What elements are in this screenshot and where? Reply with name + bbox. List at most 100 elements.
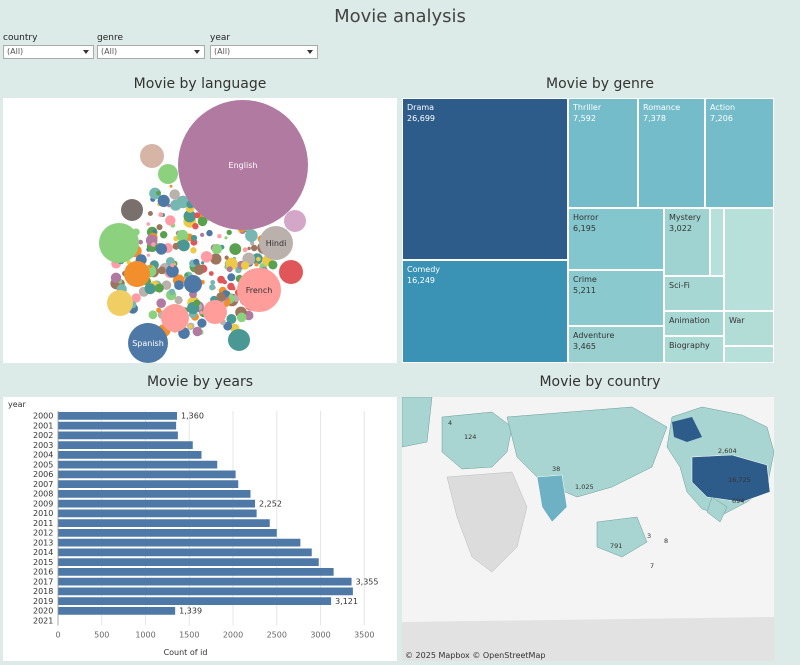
small-bubble[interactable] — [200, 251, 213, 263]
small-bubble[interactable] — [184, 216, 188, 220]
year-filter[interactable]: year (All) — [210, 33, 318, 59]
small-bubble[interactable] — [148, 264, 153, 268]
small-bubble[interactable] — [152, 229, 157, 234]
bubble-red[interactable] — [279, 260, 303, 284]
small-bubble[interactable] — [155, 243, 168, 255]
small-bubble[interactable] — [149, 187, 162, 200]
small-bubble[interactable] — [148, 310, 158, 320]
treemap-cell-other[interactable] — [710, 208, 724, 276]
small-bubble[interactable] — [168, 288, 176, 296]
genre-treemap[interactable]: Drama 26,699 Comedy 16,249 Thriller 7,592 Roma… — [402, 98, 774, 363]
small-bubble[interactable] — [156, 307, 162, 313]
small-bubble[interactable] — [268, 260, 278, 270]
treemap-cell-crime[interactable]: Crime 5,211 — [568, 270, 664, 326]
treemap-cell-mystery[interactable]: Mystery 3,022 — [664, 208, 710, 276]
small-bubble[interactable] — [211, 243, 222, 255]
small-bubble[interactable] — [226, 266, 233, 273]
bar-2009[interactable] — [58, 499, 256, 508]
small-bubble[interactable] — [169, 189, 180, 200]
treemap-cell-biography[interactable]: Biography — [664, 336, 724, 363]
small-bubble[interactable] — [200, 232, 205, 237]
small-bubble[interactable] — [224, 236, 228, 240]
bar-2018[interactable] — [58, 587, 353, 596]
country-filter[interactable]: country (All) — [3, 33, 94, 59]
genre-filter-select[interactable]: (All) — [97, 45, 205, 59]
small-bubble[interactable] — [254, 262, 259, 267]
small-bubble[interactable] — [188, 324, 193, 329]
small-bubble[interactable] — [192, 223, 199, 230]
year-filter-select[interactable]: (All) — [210, 45, 318, 59]
years-bar-chart[interactable]: 0 500 1000 1500 2000 2500 3000 3500 year 2000 1,36… — [3, 397, 397, 661]
small-bubble[interactable] — [208, 271, 214, 276]
small-bubble[interactable] — [256, 256, 261, 262]
bubble-spanish[interactable] — [128, 323, 168, 363]
bubble-orange[interactable] — [124, 261, 150, 287]
small-bubble[interactable] — [190, 234, 198, 242]
small-bubble[interactable] — [206, 229, 213, 237]
small-bubble[interactable] — [201, 261, 205, 265]
small-bubble[interactable] — [249, 241, 255, 246]
small-bubble[interactable] — [144, 283, 156, 295]
small-bubble[interactable] — [227, 273, 236, 282]
bar-2016[interactable] — [58, 568, 334, 576]
treemap-cell-horror[interactable]: Horror 6,195 — [568, 208, 664, 270]
scandinavia-shape[interactable] — [402, 397, 433, 448]
small-bubble[interactable] — [236, 312, 247, 323]
alaska-shape[interactable] — [672, 417, 702, 442]
bar-2008[interactable] — [58, 490, 251, 498]
treemap-cell-animation[interactable]: Animation — [664, 311, 724, 336]
bar-2000[interactable] — [58, 412, 177, 420]
small-bubble[interactable] — [226, 229, 232, 236]
usa-shape[interactable] — [691, 454, 771, 503]
treemap-cell-romance[interactable]: Romance 7,378 — [638, 98, 705, 208]
bubble-english[interactable] — [178, 100, 308, 230]
small-bubble[interactable] — [158, 212, 164, 218]
bar-2006[interactable] — [58, 470, 236, 479]
small-bubble[interactable] — [194, 212, 201, 219]
small-bubble[interactable] — [245, 229, 258, 242]
small-bubble[interactable] — [170, 199, 182, 211]
small-bubble[interactable] — [170, 263, 175, 268]
treemap-cell-scifi[interactable]: Sci-Fi — [664, 276, 724, 311]
small-bubble[interactable] — [199, 311, 204, 315]
small-bubble[interactable] — [174, 296, 183, 305]
small-bubble[interactable] — [193, 258, 200, 265]
small-bubble[interactable] — [157, 194, 170, 207]
small-bubble[interactable] — [224, 255, 229, 260]
small-bubble[interactable] — [138, 239, 144, 245]
small-bubble[interactable] — [193, 299, 201, 307]
bar-2005[interactable] — [58, 460, 218, 469]
small-bubble[interactable] — [210, 253, 222, 265]
small-bubble[interactable] — [131, 293, 141, 303]
india-shape[interactable] — [536, 474, 568, 523]
small-bubble[interactable] — [226, 314, 237, 324]
bubble-gray[interactable] — [121, 199, 143, 221]
asia-shape[interactable] — [506, 406, 668, 498]
small-bubble[interactable] — [156, 190, 161, 196]
small-bubble[interactable] — [222, 279, 227, 285]
small-bubble[interactable] — [242, 247, 248, 253]
small-bubble[interactable] — [193, 264, 205, 275]
small-bubble[interactable] — [165, 215, 176, 226]
treemap-cell-other[interactable] — [724, 208, 774, 311]
bubble-lilac[interactable] — [284, 210, 306, 232]
europe-shape[interactable] — [441, 411, 513, 470]
treemap-cell-drama[interactable]: Drama 26,699 — [402, 98, 568, 260]
small-bubble[interactable] — [178, 239, 190, 252]
bubble-green[interactable] — [99, 223, 139, 263]
treemap-cell-thriller[interactable]: Thriller 7,592 — [568, 98, 638, 208]
bubble-tan[interactable] — [140, 144, 164, 168]
treemap-cell-other[interactable] — [724, 346, 774, 363]
small-bubble[interactable] — [176, 229, 189, 242]
small-bubble[interactable] — [247, 246, 251, 251]
bar-2001[interactable] — [58, 421, 177, 430]
bubble-lightgreen[interactable] — [158, 164, 178, 184]
bar-2007[interactable] — [58, 480, 239, 488]
bar-2013[interactable] — [58, 538, 301, 547]
bar-2020[interactable] — [58, 607, 176, 615]
treemap-cell-adventure[interactable]: Adventure 3,465 — [568, 326, 664, 363]
bubble-french[interactable] — [237, 268, 281, 312]
small-bubble[interactable] — [209, 284, 216, 291]
small-bubble[interactable] — [240, 261, 250, 270]
small-bubble[interactable] — [197, 318, 207, 328]
